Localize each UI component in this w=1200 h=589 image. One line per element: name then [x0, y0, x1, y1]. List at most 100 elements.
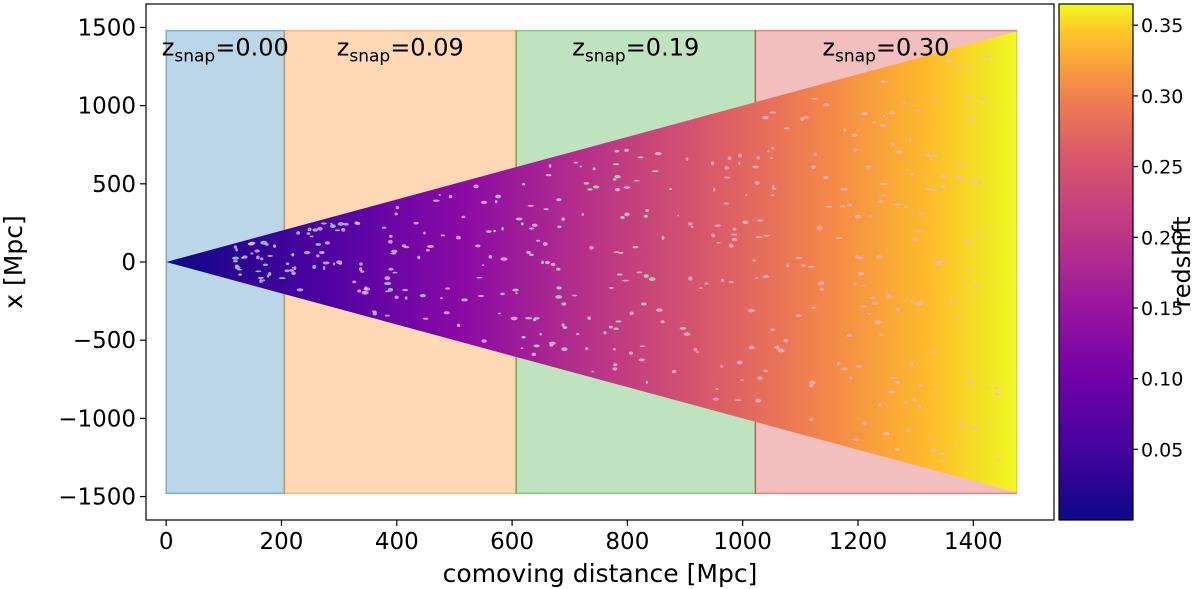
structure-speck — [527, 204, 535, 207]
structure-speck — [585, 347, 589, 351]
structure-speck — [825, 205, 833, 208]
structure-speck — [762, 275, 770, 279]
structure-speck — [443, 311, 450, 315]
structure-speck — [823, 176, 829, 180]
structure-speck — [613, 348, 616, 351]
structure-speck — [754, 181, 760, 185]
structure-speck — [820, 287, 824, 291]
structure-speck — [284, 269, 290, 273]
structure-speck — [473, 184, 479, 189]
structure-speck — [763, 369, 768, 373]
structure-speck — [939, 459, 944, 463]
structure-speck — [868, 312, 871, 316]
structure-speck — [394, 212, 398, 216]
region-label-2: zsnap=0.19 — [572, 34, 699, 67]
structure-speck — [322, 261, 330, 265]
structure-speck — [629, 311, 634, 316]
structure-speck — [656, 308, 663, 312]
structure-speck — [975, 233, 981, 236]
x-tick-label: 1000 — [713, 529, 772, 555]
structure-speck — [545, 173, 552, 177]
structure-speck — [542, 242, 548, 246]
structure-speck — [324, 241, 331, 245]
structure-speck — [930, 448, 937, 453]
structure-speck — [392, 271, 398, 274]
structure-speck — [846, 333, 853, 338]
structure-speck — [448, 194, 453, 199]
structure-speck — [592, 185, 600, 189]
structure-speck — [728, 280, 734, 284]
structure-speck — [402, 288, 409, 292]
structure-speck — [501, 226, 504, 231]
structure-speck — [811, 97, 818, 100]
structure-speck — [510, 316, 518, 321]
structure-speck — [912, 237, 917, 241]
structure-speck — [931, 350, 938, 354]
structure-speck — [896, 150, 903, 155]
structure-speck — [288, 269, 295, 272]
structure-speck — [525, 317, 533, 320]
structure-speck — [548, 341, 556, 346]
structure-speck — [440, 234, 445, 237]
structure-speck — [967, 380, 974, 385]
structure-speck — [394, 295, 399, 300]
region-label-1: zsnap=0.09 — [337, 34, 464, 67]
structure-speck — [235, 248, 238, 252]
structure-specks — [232, 55, 1000, 463]
structure-speck — [925, 187, 933, 190]
structure-speck — [614, 174, 621, 179]
structure-speck — [853, 149, 858, 152]
structure-speck — [291, 271, 296, 276]
structure-speck — [771, 187, 777, 190]
structure-speck — [543, 208, 549, 211]
y-axis: −1500 −1000 −500 0 500 1000 1500 — [58, 15, 146, 511]
structure-speck — [878, 403, 882, 407]
structure-speck — [338, 262, 343, 265]
structure-speck — [638, 358, 645, 362]
structure-speck — [957, 316, 960, 319]
region-label-value: =0.09 — [390, 34, 464, 62]
structure-speck — [613, 251, 620, 253]
structure-speck — [817, 281, 825, 286]
structure-speck — [973, 285, 978, 289]
structure-speck — [583, 181, 590, 185]
structure-speck — [969, 180, 976, 183]
structure-speck — [620, 215, 625, 220]
structure-speck — [723, 202, 729, 205]
structure-speck — [933, 389, 936, 393]
structure-speck — [861, 284, 865, 287]
structure-speck — [561, 347, 568, 352]
structure-speck — [755, 398, 761, 403]
colorbar-tick-label: 0.15 — [1141, 298, 1183, 320]
structure-speck — [985, 386, 989, 389]
structure-speck — [908, 137, 912, 141]
colorbar-axis: 0.05 0.10 0.15 0.20 0.25 0.30 0.35 — [1133, 15, 1183, 461]
structure-speck — [480, 200, 488, 204]
structure-speck — [875, 255, 883, 259]
structure-speck — [384, 276, 391, 281]
region-labels: zsnap=0.00 zsnap=0.09 zsnap=0.19 zsnap=0.30 — [162, 34, 950, 67]
structure-speck — [639, 345, 646, 347]
structure-speck — [623, 186, 631, 189]
structure-speck — [293, 266, 297, 271]
structure-speck — [533, 344, 540, 348]
region-label-3: zsnap=0.30 — [822, 34, 949, 67]
structure-speck — [291, 266, 295, 269]
region-label-main: z — [337, 34, 350, 62]
structure-speck — [893, 203, 901, 206]
structure-speck — [715, 388, 719, 390]
structure-speck — [742, 220, 749, 225]
structure-speck — [762, 115, 769, 120]
structure-speck — [769, 157, 774, 159]
x-axis-title: comoving distance [Mpc] — [443, 559, 758, 588]
structure-speck — [614, 149, 620, 153]
structure-speck — [581, 213, 585, 216]
structure-speck — [879, 124, 887, 127]
structure-speck — [861, 112, 868, 116]
region-label-sub: snap — [585, 47, 626, 67]
colorbar — [1058, 3, 1134, 521]
structure-speck — [432, 199, 440, 202]
structure-speck — [857, 272, 865, 276]
structure-speck — [783, 339, 789, 343]
